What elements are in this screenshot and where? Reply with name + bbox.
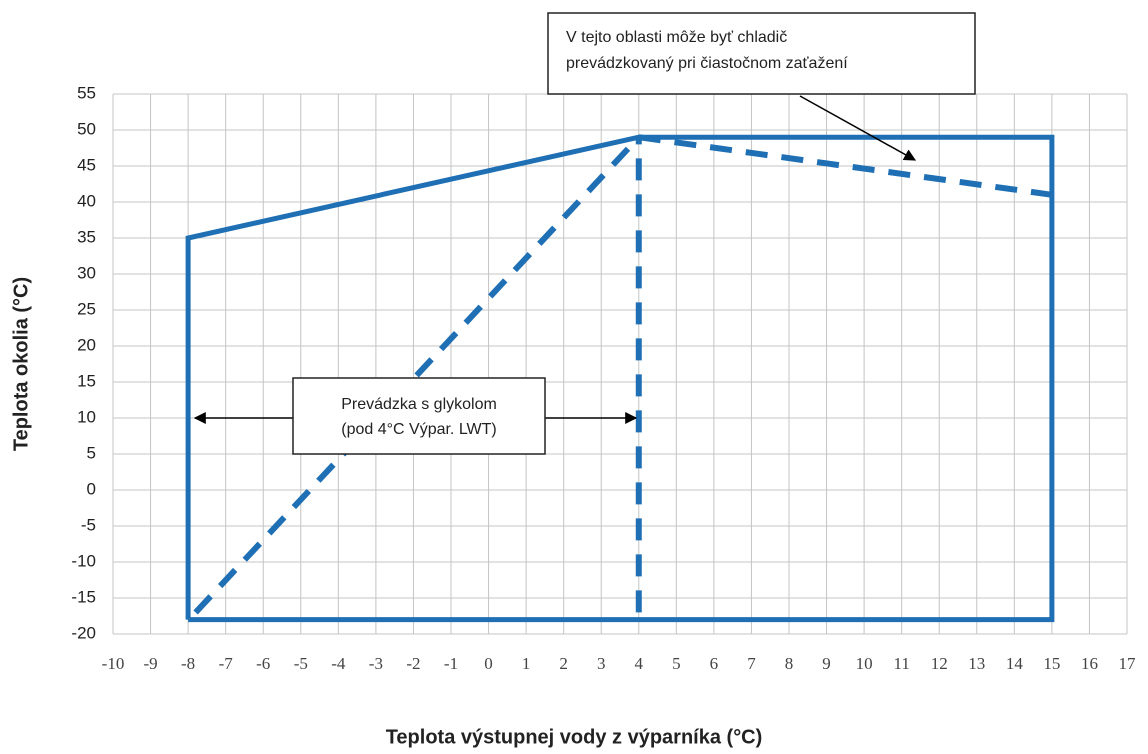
x-tick-label: 6 bbox=[710, 654, 719, 673]
y-tick-label: 55 bbox=[77, 83, 96, 102]
x-tick-label: 10 bbox=[856, 654, 873, 673]
y-tick-label: 30 bbox=[77, 263, 96, 282]
y-tick-label: 50 bbox=[77, 119, 96, 138]
x-tick-label: 0 bbox=[484, 654, 493, 673]
y-tick-label: 35 bbox=[77, 227, 96, 246]
annotation-text: Prevádzka s glykolom bbox=[341, 396, 497, 413]
plot bbox=[185, 134, 1055, 623]
annotation-box bbox=[547, 12, 976, 95]
x-tick-label: -4 bbox=[331, 654, 346, 673]
x-tick-label: 16 bbox=[1081, 654, 1098, 673]
x-tick-label: -8 bbox=[181, 654, 195, 673]
annotation-text: (pod 4°C Výpar. LWT) bbox=[341, 421, 496, 438]
y-tick-label: 40 bbox=[77, 191, 96, 210]
annotation-text: prevádzkovaný pri čiastočnom zaťažení bbox=[566, 55, 848, 72]
x-tick-label: 12 bbox=[931, 654, 948, 673]
x-tick-label: -3 bbox=[369, 654, 383, 673]
y-tick-label: 25 bbox=[77, 299, 96, 318]
x-tick-label: 4 bbox=[635, 654, 644, 673]
envelope-line bbox=[185, 134, 1055, 623]
y-tick-label: -5 bbox=[81, 515, 96, 534]
y-tick-label: 5 bbox=[87, 443, 96, 462]
x-tick-label: -10 bbox=[102, 654, 125, 673]
x-tick-label: -7 bbox=[219, 654, 234, 673]
x-tick-label: 15 bbox=[1043, 654, 1060, 673]
y-tick-label: -10 bbox=[71, 551, 96, 570]
x-tick-label: 11 bbox=[893, 654, 909, 673]
y-tick-label: -20 bbox=[71, 623, 96, 642]
y-tick-label: 15 bbox=[77, 371, 96, 390]
x-tick-label: -5 bbox=[294, 654, 308, 673]
x-tick-label: 7 bbox=[747, 654, 756, 673]
annotation-box bbox=[292, 377, 546, 455]
dashed-line bbox=[193, 135, 641, 615]
x-tick-label: 8 bbox=[785, 654, 794, 673]
x-tick-label: 5 bbox=[672, 654, 681, 673]
x-tick-label: 2 bbox=[559, 654, 568, 673]
x-axis-title: Teplota výstupnej vody z výparníka (°C) bbox=[386, 726, 763, 748]
x-tick-label: -6 bbox=[256, 654, 270, 673]
x-tick-label: 13 bbox=[968, 654, 985, 673]
x-tick-label: 1 bbox=[522, 654, 531, 673]
y-tick-label: 45 bbox=[77, 155, 96, 174]
y-tick-label: 10 bbox=[77, 407, 96, 426]
x-tick-label: 9 bbox=[822, 654, 831, 673]
x-tick-label: 14 bbox=[1006, 654, 1024, 673]
y-axis-title: Teplota okolia (°C) bbox=[10, 277, 32, 451]
y-tick-label: 20 bbox=[77, 335, 96, 354]
grid bbox=[112, 93, 1128, 635]
y-tick-label: 0 bbox=[87, 479, 96, 498]
y-tick-label: -15 bbox=[71, 587, 96, 606]
x-tick-label: 3 bbox=[597, 654, 606, 673]
x-tick-label: -9 bbox=[143, 654, 157, 673]
x-tick-label: -2 bbox=[406, 654, 420, 673]
x-tick-label: -1 bbox=[444, 654, 458, 673]
x-tick-label: 17 bbox=[1119, 654, 1137, 673]
annotation-text: V tejto oblasti môže byť chladič bbox=[566, 29, 787, 46]
annotation-arrow bbox=[799, 95, 917, 161]
